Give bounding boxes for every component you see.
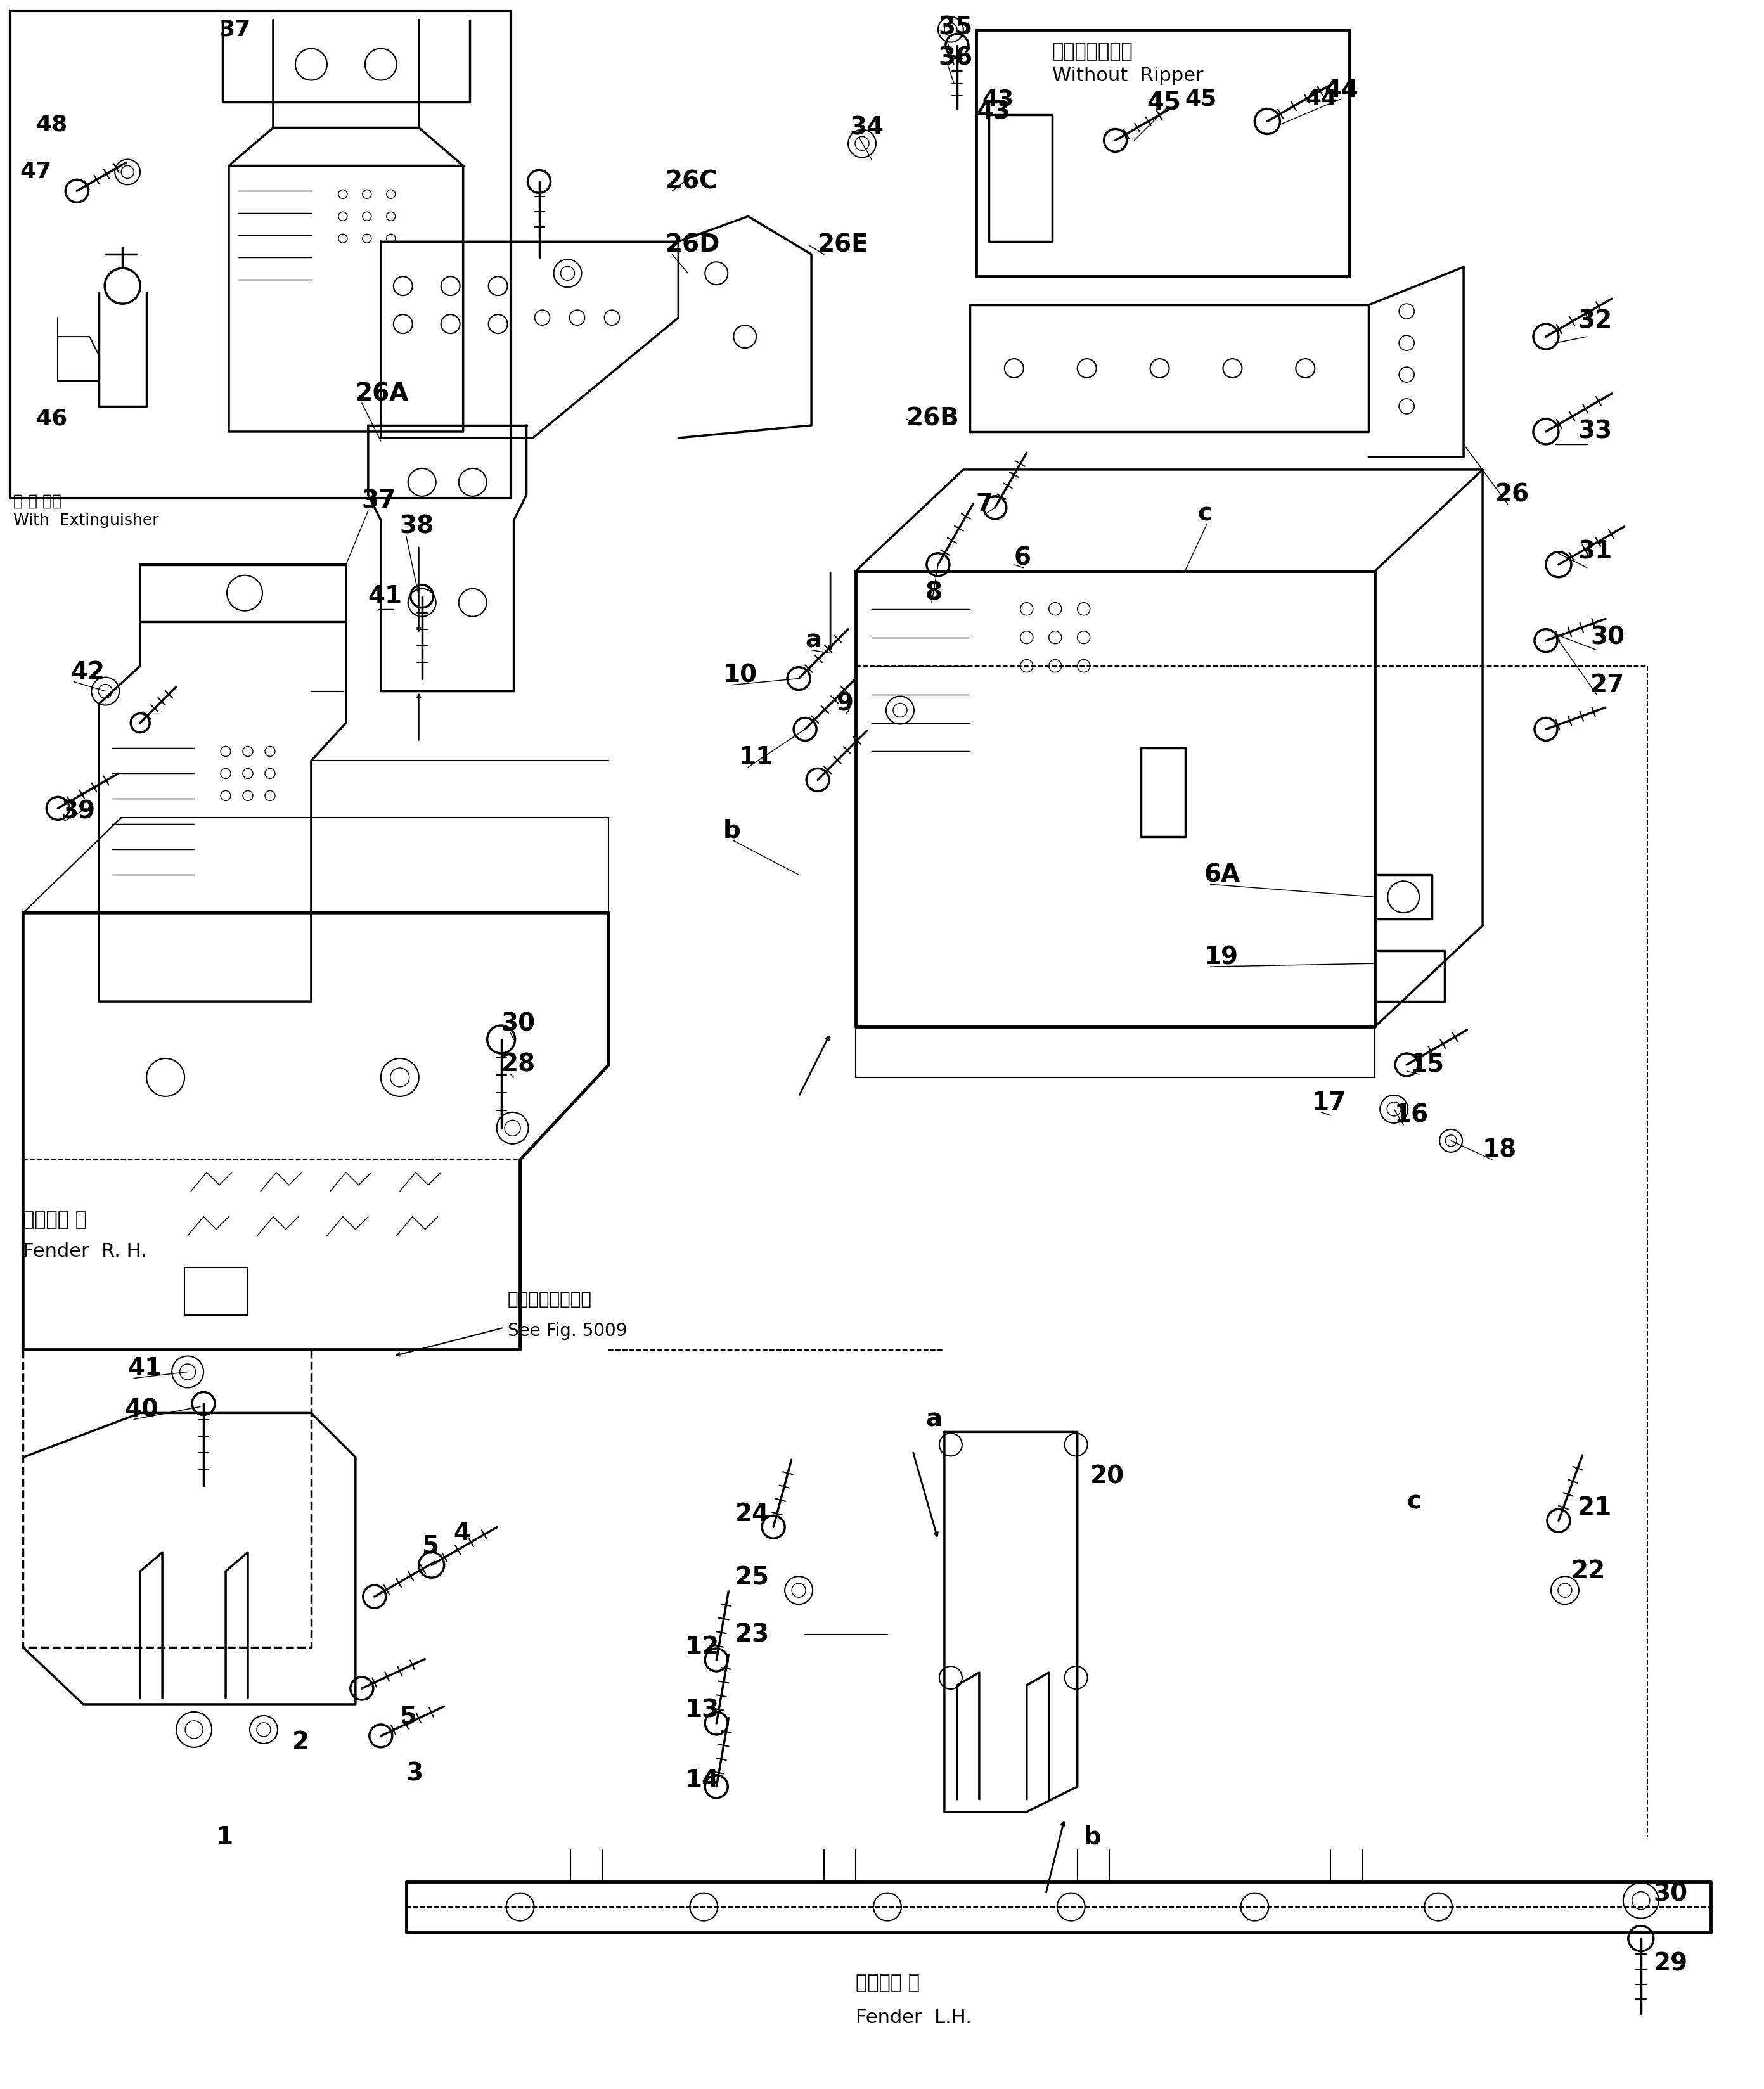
Text: 32: 32	[1577, 309, 1612, 332]
Text: 13: 13	[684, 1698, 720, 1723]
Text: 38: 38	[400, 514, 434, 539]
Text: 44: 44	[1325, 77, 1358, 102]
Text: 26C: 26C	[665, 169, 718, 194]
Text: 26B: 26B	[907, 407, 960, 430]
Text: 5: 5	[422, 1533, 439, 1558]
Text: 39: 39	[62, 800, 95, 823]
Text: 18: 18	[1482, 1139, 1517, 1161]
Text: 35: 35	[938, 15, 972, 40]
Text: 33: 33	[1577, 420, 1612, 443]
Text: With  Extinguisher: With Extinguisher	[14, 512, 159, 529]
Text: 5: 5	[400, 1705, 416, 1730]
Text: 6: 6	[1014, 545, 1032, 570]
Text: 41: 41	[127, 1356, 162, 1381]
Text: 26A: 26A	[356, 382, 409, 405]
Text: 1: 1	[217, 1826, 233, 1849]
Text: 37: 37	[219, 19, 250, 40]
Text: 46: 46	[35, 407, 67, 430]
Text: Without  Ripper: Without Ripper	[1051, 67, 1203, 86]
Text: 10: 10	[723, 664, 757, 687]
Text: 20: 20	[1090, 1464, 1124, 1487]
Text: 43: 43	[975, 100, 1011, 123]
Text: 26D: 26D	[665, 232, 720, 257]
Text: 40: 40	[123, 1398, 159, 1423]
Text: 30: 30	[1591, 625, 1625, 650]
Text: 23: 23	[736, 1623, 769, 1646]
Text: 3: 3	[406, 1761, 423, 1786]
Text: c: c	[1198, 501, 1212, 526]
Text: 34: 34	[850, 115, 884, 140]
Text: 6A: 6A	[1205, 863, 1240, 888]
Text: 29: 29	[1653, 1951, 1688, 1976]
Text: 22: 22	[1572, 1558, 1605, 1583]
Text: 45: 45	[1147, 90, 1182, 115]
Bar	[185, 1268, 247, 1314]
Text: 7: 7	[975, 493, 993, 516]
Text: 27: 27	[1591, 673, 1625, 698]
Text: 17: 17	[1312, 1090, 1346, 1116]
Text: 36: 36	[938, 46, 972, 71]
Text: 45: 45	[1185, 88, 1217, 111]
Bar	[975, 29, 1349, 276]
Text: 19: 19	[1205, 944, 1238, 969]
Text: フェンダ 右: フェンダ 右	[23, 1212, 86, 1228]
Text: 15: 15	[1409, 1053, 1445, 1076]
Text: a: a	[926, 1408, 942, 1431]
Text: a: a	[804, 629, 822, 652]
Text: 42: 42	[71, 660, 104, 685]
Text: 37: 37	[362, 489, 397, 514]
Text: 12: 12	[684, 1636, 720, 1659]
Text: 43: 43	[983, 88, 1014, 111]
Text: 30: 30	[1653, 1882, 1688, 1907]
Text: 30: 30	[501, 1011, 536, 1036]
Text: 26: 26	[1496, 483, 1529, 508]
Text: 2: 2	[293, 1730, 309, 1755]
Text: 28: 28	[501, 1053, 536, 1076]
Text: フェンダ 左: フェンダ 左	[856, 1974, 919, 1993]
Text: b: b	[1083, 1826, 1101, 1849]
Text: 44: 44	[1305, 88, 1337, 111]
Text: c: c	[1406, 1489, 1422, 1515]
Bar	[11, 10, 510, 497]
Text: 11: 11	[739, 746, 773, 769]
Text: 第５００９図参照: 第５００９図参照	[508, 1291, 591, 1308]
Text: b: b	[723, 819, 741, 842]
Text: 26E: 26E	[818, 232, 870, 257]
Text: Fender  L.H.: Fender L.H.	[856, 2008, 972, 2026]
Text: Fender  R. H.: Fender R. H.	[23, 1243, 146, 1262]
Text: リッパ未装着時: リッパ未装着時	[1051, 42, 1132, 61]
Text: 31: 31	[1577, 539, 1612, 564]
Text: See Fig. 5009: See Fig. 5009	[508, 1322, 626, 1339]
Text: 消 火 器付: 消 火 器付	[14, 493, 62, 510]
Text: 8: 8	[926, 581, 942, 606]
Text: 21: 21	[1577, 1496, 1612, 1521]
Text: 47: 47	[19, 161, 51, 182]
Text: 41: 41	[369, 585, 402, 608]
Text: 25: 25	[736, 1565, 769, 1590]
Text: 14: 14	[684, 1767, 720, 1792]
Text: 9: 9	[836, 691, 854, 717]
Text: 4: 4	[453, 1521, 471, 1546]
Text: 16: 16	[1394, 1103, 1429, 1128]
Text: 48: 48	[35, 113, 67, 136]
Text: 24: 24	[736, 1502, 769, 1527]
